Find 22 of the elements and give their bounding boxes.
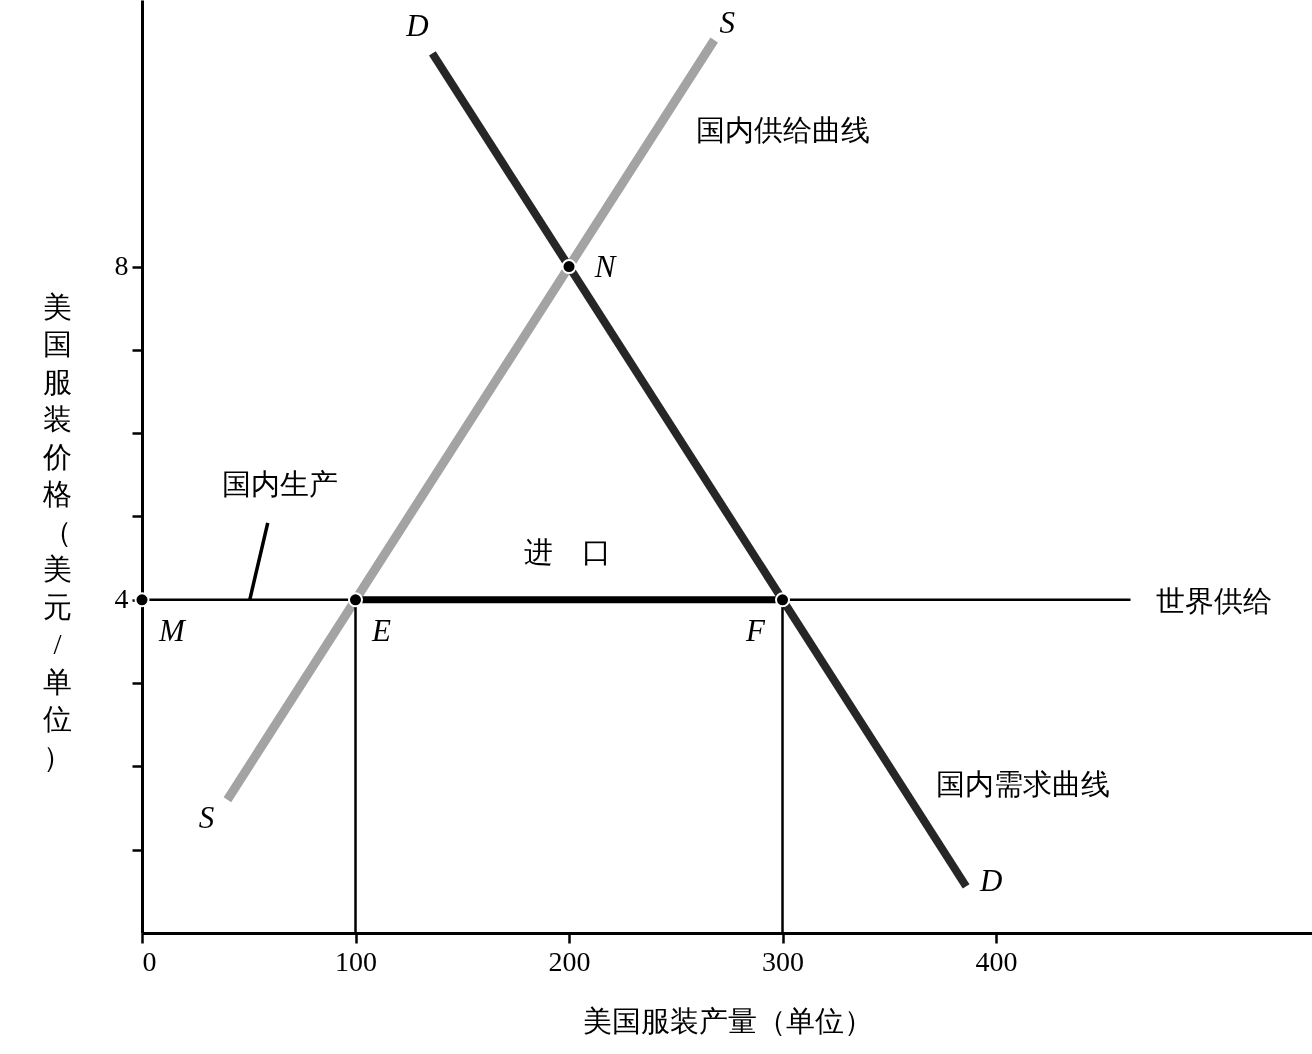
text: 美国服装价格（美元/单位） (43, 290, 72, 773)
annotation: S (198, 799, 215, 835)
annotation: E (371, 612, 392, 648)
annotation: 世界供给 (1155, 584, 1272, 617)
annotation: 国内需求曲线 (936, 768, 1111, 801)
x-tick-label: 200 (548, 945, 591, 977)
annotation: M (158, 612, 188, 648)
x-axis-title: 美国服装产量（单位） (582, 1004, 873, 1037)
x-tick-label: 0 (142, 945, 157, 977)
annotation: 进 口 (523, 535, 611, 568)
annotation: 国内生产 (221, 467, 338, 500)
y-tick-label: 8 (114, 250, 129, 282)
x-tick-label: 100 (335, 945, 377, 977)
x-tick-label: 300 (762, 945, 805, 977)
annotation: F (745, 612, 767, 648)
y-tick-label: 4 (114, 583, 129, 615)
annotation: 国内供给曲线 (695, 113, 870, 146)
x-tick-label: 400 (975, 945, 1018, 977)
annotation: D (405, 8, 429, 44)
annotation: S (719, 4, 735, 40)
annotation: N (593, 248, 618, 284)
annotation: D (978, 863, 1003, 899)
